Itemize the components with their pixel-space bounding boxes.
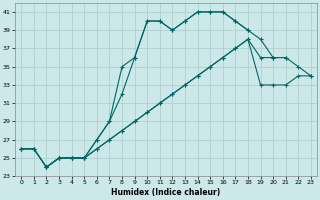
X-axis label: Humidex (Indice chaleur): Humidex (Indice chaleur) — [111, 188, 221, 197]
